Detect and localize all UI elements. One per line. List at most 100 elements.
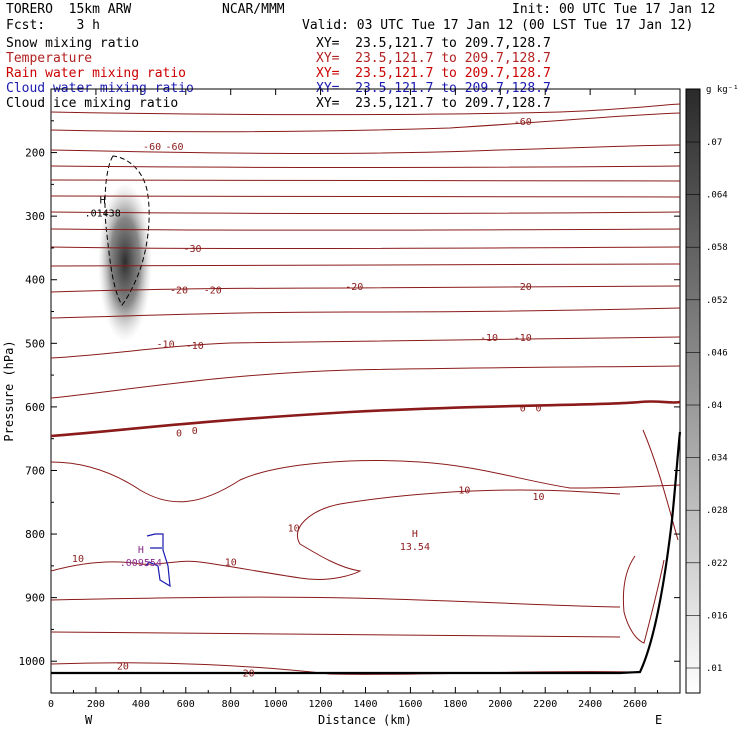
x-tick-label: 1400	[353, 699, 377, 710]
isotherm-line	[50, 211, 681, 214]
y-tick-label: 900	[25, 592, 45, 605]
y-axis-title: Pressure (hPa)	[2, 340, 16, 441]
isotherm-line	[50, 460, 681, 503]
cloud-water-contour	[145, 533, 171, 588]
x-tick-label: 400	[132, 699, 150, 710]
legend-snow-xy: XY= 23.5,121.7 to 209.7,128.7	[316, 36, 551, 51]
isotherm-line	[642, 429, 679, 541]
maximum-marker: H	[100, 195, 106, 206]
y-tick-label: 500	[25, 337, 45, 350]
isotherm-label: -20	[170, 285, 188, 296]
isotherm-line	[622, 555, 665, 644]
isotherm-label: 0	[520, 404, 526, 415]
x-tick-label: 2200	[533, 699, 557, 710]
center-title: NCAR/MMM	[222, 2, 285, 17]
y-tick-label: 200	[25, 147, 45, 160]
isotherm-label: -60	[143, 142, 161, 153]
x-tick-label: 1000	[264, 699, 288, 710]
isotherm-label: 10	[225, 557, 237, 568]
x-tick-label: 1600	[398, 699, 422, 710]
isotherm-line	[50, 246, 681, 249]
maximum-marker: H	[138, 545, 144, 556]
x-tick-label: 0	[48, 699, 54, 710]
y-tick-label: 400	[25, 274, 45, 287]
isotherm-zero	[50, 400, 681, 438]
y-tick-label: 800	[25, 528, 45, 541]
y-tick-label: 600	[25, 401, 45, 414]
colorbar-tick-label: .058	[706, 243, 728, 253]
temperature-isotherms	[50, 103, 681, 675]
colorbar-tick-label: .052	[706, 296, 728, 306]
x-tick-label: 1800	[443, 699, 467, 710]
colorbar-tick-label: .07	[706, 138, 722, 148]
isotherm-label: -60	[166, 142, 184, 153]
isotherm-line	[50, 103, 681, 116]
maximum-marker: H	[412, 529, 418, 540]
x-tick-label: 1200	[309, 699, 333, 710]
colorbar-tick-label: .04	[706, 401, 722, 411]
x-tick-label: 2000	[488, 699, 512, 710]
colorbar	[685, 88, 701, 694]
isotherm-label: 20	[243, 669, 255, 680]
maximum-value: .009554	[120, 558, 162, 569]
snow-shading-blob	[98, 182, 152, 342]
isotherm-label: 20	[117, 662, 129, 673]
colorbar-tick-label: .022	[706, 559, 728, 569]
isotherm-line	[50, 285, 681, 293]
legend-cloud-ice-xy: XY= 23.5,121.7 to 209.7,128.7	[316, 96, 551, 111]
isotherm-label: -10	[514, 333, 532, 344]
colorbar-tick-label: .016	[706, 611, 728, 621]
colorbar-tick-label: .046	[706, 348, 728, 358]
isotherm-label: -20	[345, 282, 363, 293]
legend-cloud-ice-label: Cloud ice mixing ratio	[6, 96, 179, 111]
isotherm-label: 10	[458, 486, 470, 497]
legend-rain-xy: XY= 23.5,121.7 to 209.7,128.7	[316, 66, 551, 81]
x-tick-label: 800	[222, 699, 240, 710]
forecast-hour: Fcst: 3 h	[6, 18, 100, 33]
isotherm-line	[50, 336, 681, 359]
isotherm-label: 0	[192, 426, 198, 437]
x-tick-label: 600	[177, 699, 195, 710]
isotherm-label: 0	[535, 404, 541, 415]
colorbar-tick-label: .028	[706, 506, 728, 516]
isotherm-line	[50, 596, 621, 608]
isotherm-label: 10	[288, 524, 300, 535]
isotherm-line	[50, 228, 681, 231]
east-label: E	[655, 713, 662, 727]
x-tick-label: 200	[87, 699, 105, 710]
isotherm-label: 10	[72, 554, 84, 565]
isotherm-line	[50, 112, 681, 133]
west-label: W	[85, 713, 93, 727]
terrain-surface	[51, 431, 682, 675]
isotherm-label: -30	[183, 244, 201, 255]
colorbar-unit-label: g kg⁻¹	[706, 85, 739, 95]
colorbar-tick-label: .064	[706, 191, 728, 201]
maximum-value: 13.54	[400, 542, 430, 553]
isotherm-line	[50, 165, 681, 168]
x-axis-title: Distance (km)	[318, 713, 412, 727]
isotherm-line	[50, 631, 621, 638]
valid-time: Valid: 03 UTC Tue 17 Jan 12 (00 LST Tue …	[302, 18, 694, 33]
isotherm-label: -10	[157, 339, 175, 350]
cloud-ice-contour	[104, 155, 150, 306]
isotherm-label: 0	[176, 428, 182, 439]
y-tick-label: 300	[25, 210, 45, 223]
isotherm-line	[50, 365, 681, 399]
legend-temperature-label: Temperature	[6, 51, 93, 66]
y-tick-label: 700	[25, 464, 45, 477]
isotherm-label: 10	[532, 492, 544, 503]
model-title: TORERO 15km ARW	[6, 2, 132, 17]
colorbar-tick-label: .034	[706, 454, 728, 464]
maximum-value: .01438	[85, 208, 121, 219]
legend-snow-label: Snow mixing ratio	[6, 36, 140, 51]
isotherm-line	[50, 195, 681, 199]
legend-temperature-xy: XY= 23.5,121.7 to 209.7,128.7	[316, 51, 551, 66]
y-tick-label: 1000	[19, 655, 46, 668]
colorbar-tick-label: .01	[706, 664, 722, 674]
isotherm-line	[50, 489, 621, 580]
isotherm-label: -10	[186, 341, 204, 352]
isotherm-line	[50, 307, 681, 319]
legend-rain-label: Rain water mixing ratio	[6, 66, 187, 81]
isotherm-label: -60	[514, 117, 532, 128]
